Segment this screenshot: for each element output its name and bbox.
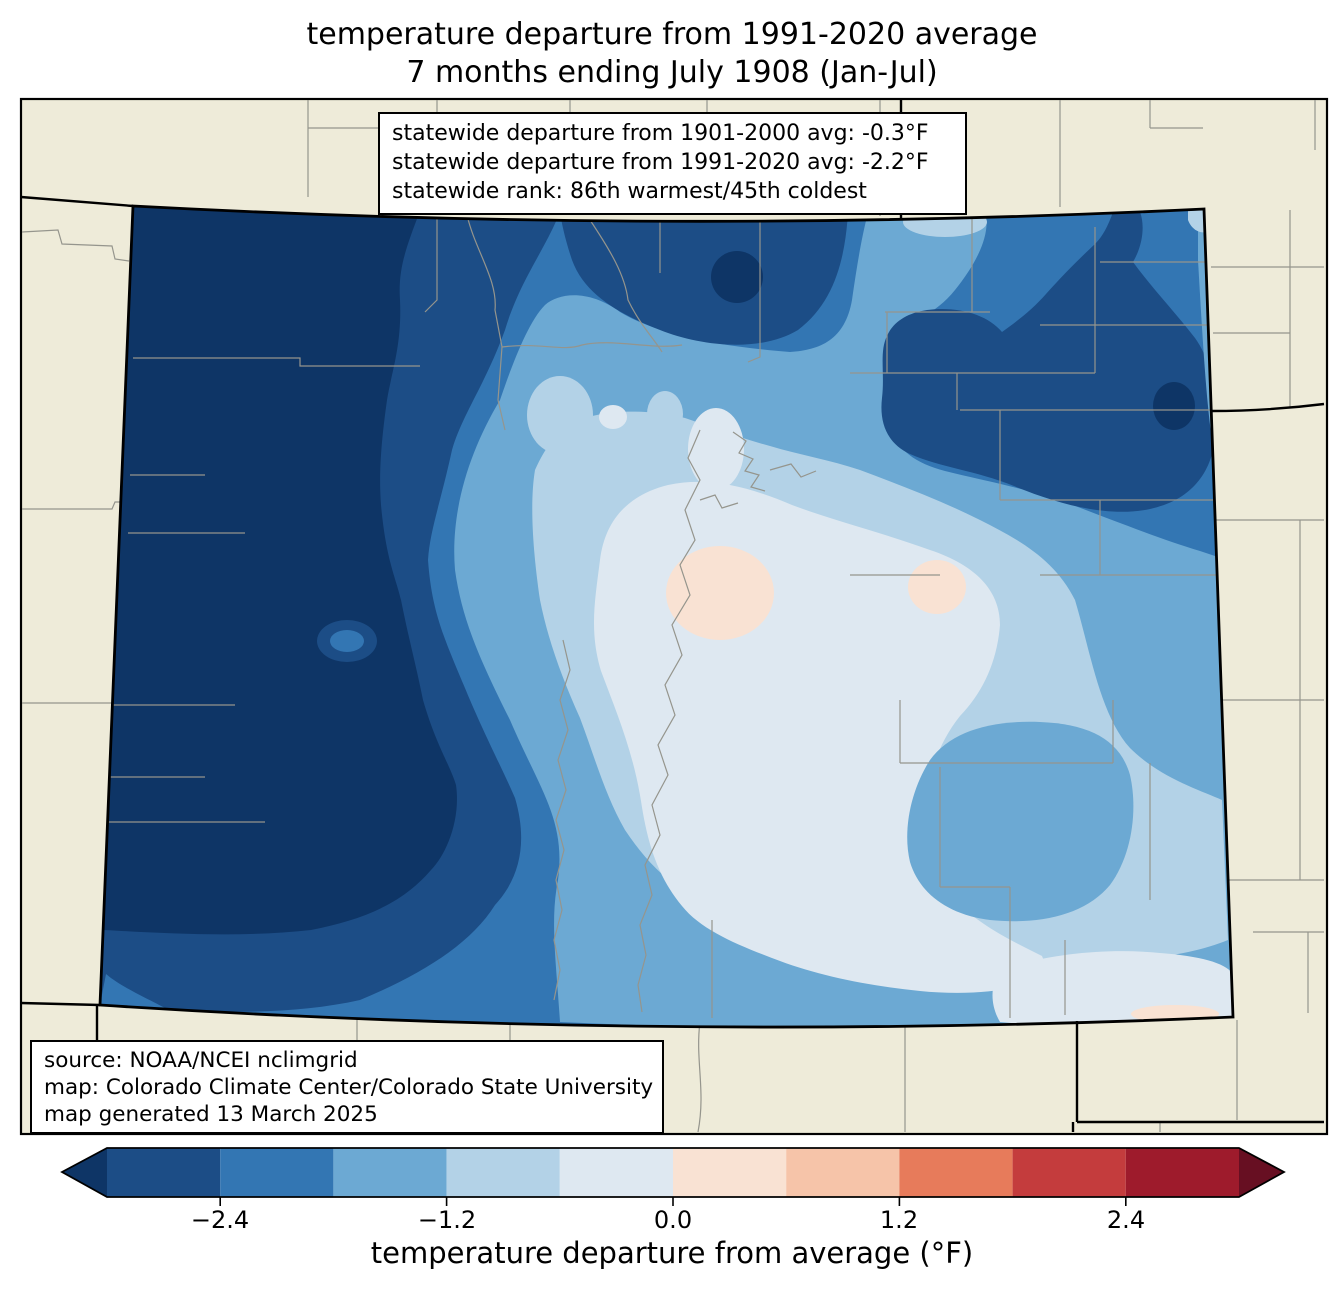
contour-pink-spot-2 <box>908 560 966 614</box>
figure-title-line2: 7 months ending July 1908 (Jan-Jul) <box>406 55 938 90</box>
contour-west-darkest <box>104 206 457 935</box>
colorado-border <box>98 204 1235 1029</box>
contour-east-dark-core <box>1153 382 1195 430</box>
colorbar-bin-4 <box>559 1148 673 1197</box>
stats-line-1: statewide departure from 1901-2000 avg: … <box>392 121 929 146</box>
contour-se-blob <box>907 721 1134 922</box>
colorbar <box>60 1147 1286 1206</box>
colorbar-bin-6 <box>786 1148 900 1197</box>
colorbar-bin-5 <box>673 1148 787 1197</box>
colorbar-bin-7 <box>899 1148 1013 1197</box>
colorbar-bin-0 <box>107 1148 221 1197</box>
contour-north-patch-1 <box>527 376 593 454</box>
figure-title-line1: temperature departure from 1991-2020 ave… <box>306 17 1038 52</box>
contour-sw-corner-sliver <box>100 974 165 1008</box>
colorbar-tick-label-0: 0.0 <box>653 1206 693 1234</box>
colorbar-over-arrow <box>1239 1148 1284 1197</box>
colorbar-tick-label-1_2: 1.2 <box>879 1206 919 1234</box>
colorado-county-lines <box>108 210 1219 1018</box>
contour-ne-corner-patch <box>1188 210 1207 233</box>
contour-denver-pale-finger <box>688 408 744 490</box>
contour-top-lobe-core <box>711 251 763 303</box>
contour-top-lobe-dark <box>560 212 848 345</box>
stats-line-2: statewide departure from 1991-2020 avg: … <box>392 150 929 175</box>
colorbar-bin-3 <box>446 1148 560 1197</box>
stats-line-3: statewide rank: 86th warmest/45th coldes… <box>392 179 867 204</box>
source-line-3: map generated 13 March 2025 <box>44 1102 378 1127</box>
colorbar-bin-9 <box>1125 1148 1239 1197</box>
contour-pink-spot-1 <box>666 546 774 640</box>
colorbar-outline <box>60 1147 1286 1198</box>
source-line-1: source: NOAA/NCEI nclimgrid <box>44 1048 358 1073</box>
colorbar-tick-label-neg2_4: −2.4 <box>190 1206 250 1234</box>
contour-west-spot-core <box>330 630 364 652</box>
contour-north-pale-dot <box>599 405 627 429</box>
colorbar-bin-8 <box>1012 1148 1126 1197</box>
contour-fills <box>100 206 1233 1028</box>
source-line-2: map: Colorado Climate Center/Colorado St… <box>44 1075 654 1100</box>
contour-east-dark-mass <box>881 212 1217 512</box>
colorbar-axis-label: temperature departure from average (°F) <box>370 1236 974 1270</box>
contour-north-patch-2 <box>647 391 683 437</box>
colorbar-bin-1 <box>220 1148 334 1197</box>
colorbar-tick-label-neg1_2: −1.2 <box>417 1206 477 1234</box>
colorbar-bin-2 <box>333 1148 447 1197</box>
statewide-stats-box: statewide departure from 1901-2000 avg: … <box>378 112 967 215</box>
colorbar-under-arrow <box>62 1148 107 1197</box>
colorbar-ticks <box>219 1197 1127 1206</box>
source-attribution-box: source: NOAA/NCEI nclimgrid map: Colorad… <box>30 1040 664 1134</box>
colorbar-tick-label-2_4: 2.4 <box>1106 1206 1146 1234</box>
